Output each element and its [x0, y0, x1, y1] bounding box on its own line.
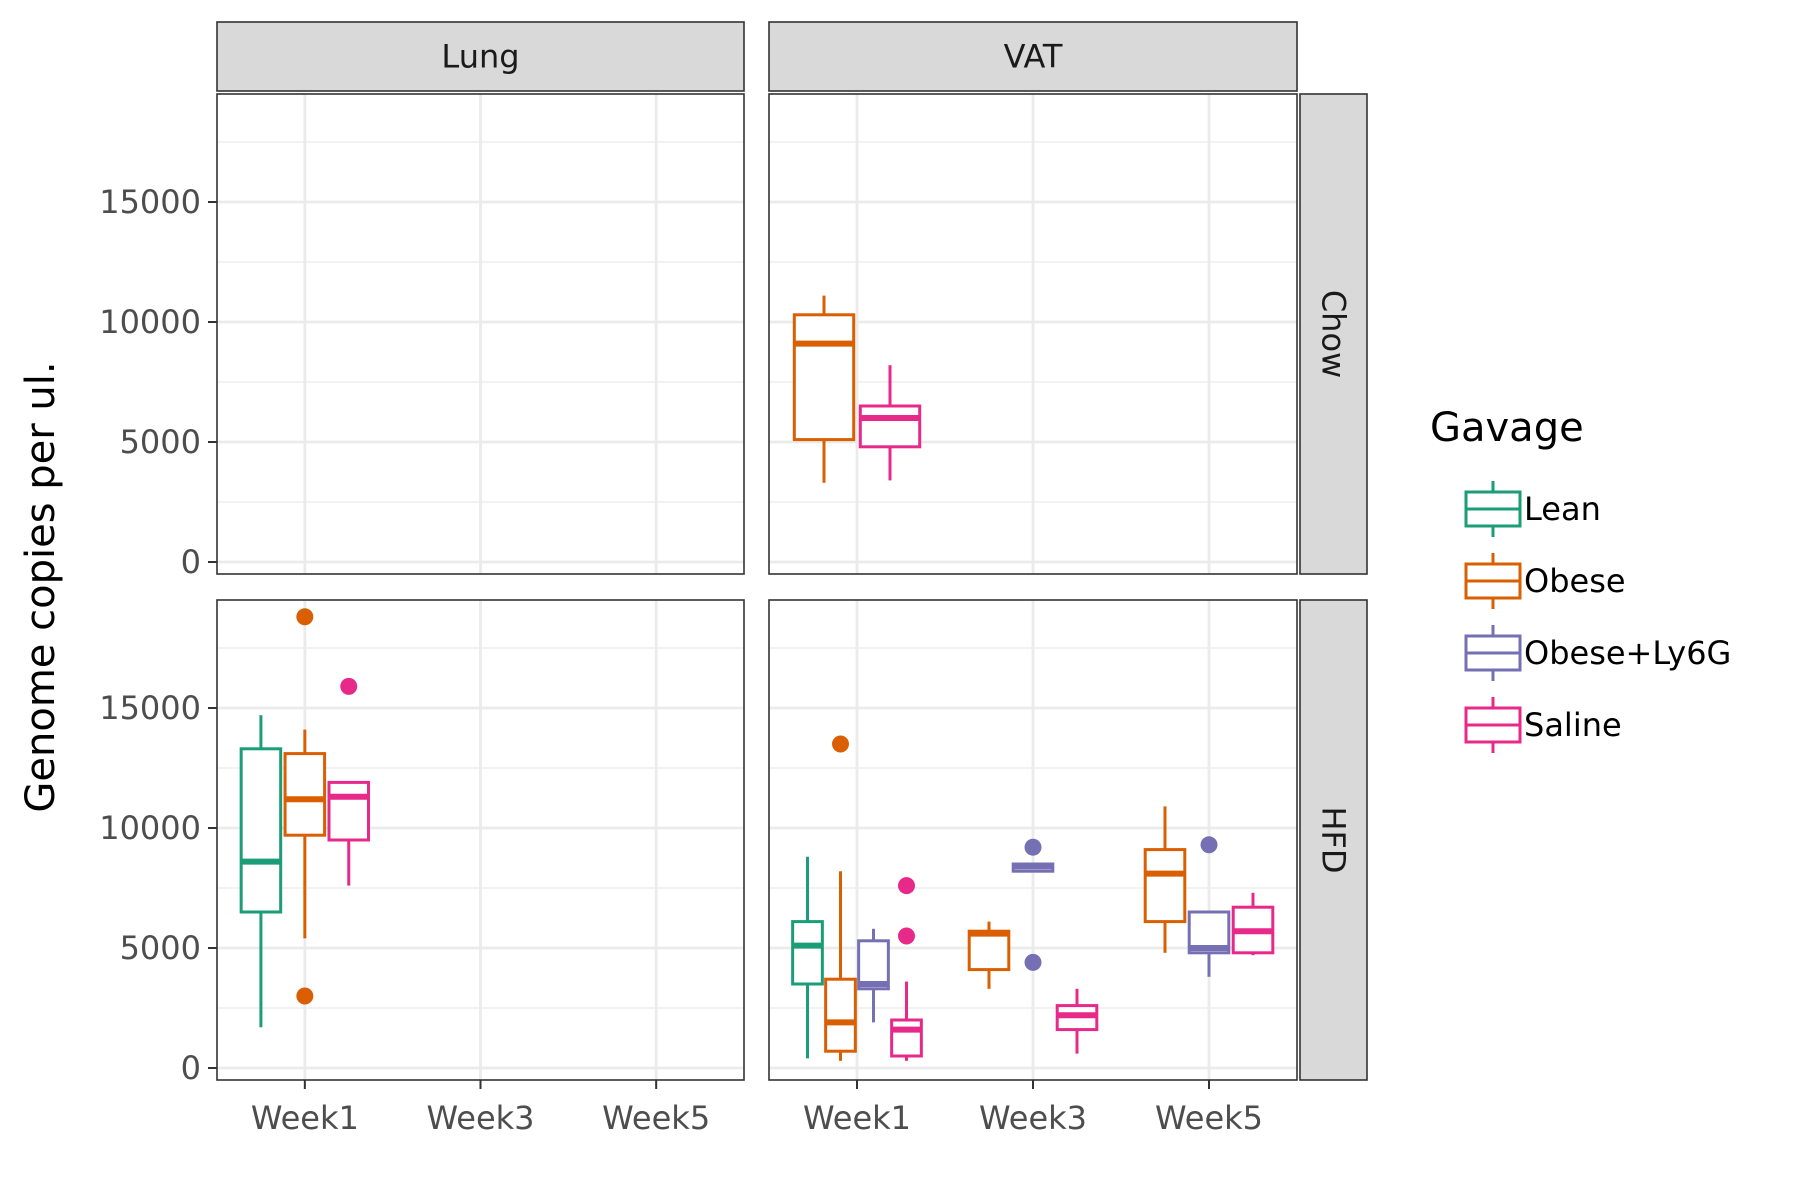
box-week3-obese: [967, 921, 1011, 989]
strip-label: Chow: [1315, 290, 1353, 378]
box-iqr: [239, 747, 283, 914]
y-tick-label: 5000: [120, 423, 201, 461]
box-week5-obese: [1143, 806, 1187, 953]
box-week1-obese: [283, 608, 327, 1005]
box-iqr: [327, 780, 371, 842]
y-axis-chow: 0 5000 10000 15000: [99, 183, 217, 581]
box-week1-obese: [824, 735, 857, 1061]
legend-label: Obese+Ly6G: [1524, 634, 1731, 672]
panel-vat-hfd: [768, 599, 1298, 1081]
box-week1-saline: [858, 365, 922, 481]
panel-border: [216, 93, 745, 575]
strip-hfd: HFD: [1299, 599, 1368, 1081]
strip-vat: VAT: [768, 21, 1298, 92]
strip-background: [768, 21, 1298, 92]
outlier-point: [832, 735, 849, 753]
strip-background: [216, 21, 745, 92]
legend-entry-saline: Saline: [1464, 697, 1622, 753]
x-tick-label: Week3: [979, 1099, 1087, 1137]
box-week3-saline: [1055, 988, 1099, 1054]
y-tick-label: 15000: [99, 183, 201, 221]
y-tick-label: 0: [181, 543, 201, 581]
legend-label: Lean: [1524, 490, 1601, 528]
outlier-point: [296, 987, 314, 1005]
box-iqr: [824, 977, 857, 1053]
outlier-point: [340, 677, 358, 695]
x-axis-lung: Week1 Week3 Week5: [251, 1080, 710, 1137]
panel-vat-chow: [768, 93, 1298, 575]
x-tick-label: Week3: [426, 1099, 534, 1137]
panel-lung-chow: [216, 93, 745, 575]
box-iqr: [967, 929, 1011, 972]
box-iqr: [791, 920, 824, 986]
x-tick-label: Week5: [602, 1099, 710, 1137]
outlier-point: [898, 927, 915, 945]
box-iqr: [1143, 848, 1187, 924]
strip-label: VAT: [1004, 38, 1063, 76]
box-week5-saline: [1231, 892, 1275, 956]
legend-entry-obese-ly6g: Obese+Ly6G: [1464, 625, 1731, 681]
box-week3-obese-ly6g: [1011, 838, 1055, 971]
box-week1-saline: [327, 677, 371, 886]
outlier-point: [1200, 836, 1218, 854]
x-tick-label: Week1: [803, 1099, 911, 1137]
y-tick-label: 10000: [99, 303, 201, 341]
legend-entry-lean: Lean: [1464, 481, 1601, 537]
x-tick-label: Week5: [1155, 1099, 1263, 1137]
x-axis-vat: Week1 Week3 Week5: [803, 1080, 1263, 1137]
box-iqr: [858, 404, 922, 449]
strip-background: [1299, 93, 1368, 575]
strip-chow: Chow: [1299, 93, 1368, 575]
box-iqr: [283, 752, 327, 837]
box-week1-lean: [239, 715, 283, 1028]
legend-label: Obese: [1524, 562, 1626, 600]
box-iqr: [857, 939, 890, 991]
box-iqr: [890, 1018, 923, 1058]
x-tick-label: Week1: [251, 1099, 359, 1137]
panel-lung-hfd: [216, 599, 745, 1081]
panel-border: [768, 93, 1298, 575]
box-iqr: [792, 313, 856, 442]
y-tick-label: 10000: [99, 809, 201, 847]
legend-entry-obese: Obese: [1464, 553, 1626, 609]
y-tick-label: 15000: [99, 689, 201, 727]
y-tick-label: 0: [181, 1049, 201, 1087]
legend-title: Gavage: [1430, 405, 1584, 451]
box-week1-obese-ly6g: [857, 928, 890, 1023]
y-axis-title: Genome copies per ul.: [18, 361, 64, 812]
strip-label: Lung: [441, 38, 519, 76]
strip-lung: Lung: [216, 21, 745, 92]
outlier-point: [1024, 838, 1042, 856]
outlier-point: [296, 608, 314, 626]
legend: Gavage Lean Obese Obese+Ly6G Saline: [1430, 405, 1731, 753]
y-axis-hfd: 0 5000 10000 15000: [99, 689, 217, 1087]
box-week1-obese: [792, 295, 856, 483]
legend-label: Saline: [1524, 706, 1622, 744]
outlier-point: [1024, 953, 1042, 971]
outlier-point: [898, 877, 915, 895]
y-tick-label: 5000: [120, 929, 201, 967]
box-week1-saline: [890, 877, 923, 1061]
box-week1-lean: [791, 856, 824, 1059]
strip-background: [1299, 599, 1368, 1081]
box-week5-obese-ly6g: [1187, 836, 1231, 977]
strip-label: HFD: [1315, 806, 1353, 873]
